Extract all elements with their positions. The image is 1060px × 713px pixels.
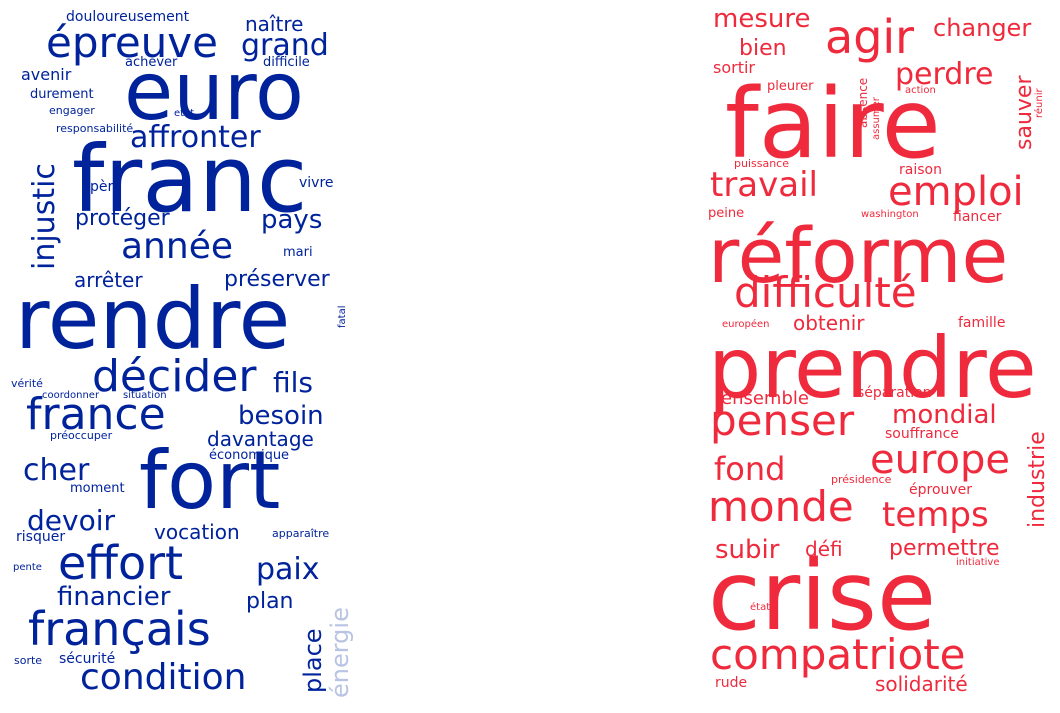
word-naitre: naître	[245, 12, 304, 36]
word-mari: mari	[283, 245, 313, 260]
word-difficulte: difficulté	[734, 268, 917, 317]
word-bien: bien	[739, 36, 787, 61]
word-peine: peine	[708, 206, 745, 221]
word-mesure: mesure	[713, 4, 811, 34]
word-fort: fort	[139, 434, 281, 527]
word-sortir: sortir	[713, 58, 755, 77]
word-defi: défi	[805, 537, 843, 561]
word-franc: franc	[72, 126, 308, 233]
word-permettre: permettre	[889, 536, 1000, 561]
word-washington: washington	[861, 209, 919, 220]
word-cher: cher	[23, 453, 90, 488]
word-industrie: industrie	[1025, 431, 1050, 528]
word-securite: sécurité	[59, 651, 116, 667]
word-mondial: mondial	[892, 400, 997, 430]
word-francais: français	[28, 602, 211, 656]
word-injustic: injustic	[27, 163, 62, 270]
word-avenir: avenir	[21, 65, 72, 84]
word-risquer: risquer	[16, 529, 66, 545]
word-grand: grand	[241, 28, 329, 63]
word-epreuve: épreuve	[46, 18, 218, 67]
word-raison: raison	[899, 162, 942, 178]
word-obtenir: obtenir	[793, 311, 865, 335]
word-agir: agir	[825, 10, 915, 64]
word-durement: durement	[30, 87, 94, 102]
word-compatriote: compatriote	[710, 630, 966, 679]
word-euro: euro	[124, 45, 304, 138]
word-perdre: perdre	[895, 57, 994, 92]
word-eprouver: éprouver	[909, 482, 973, 498]
word-rendre: rendre	[15, 270, 291, 368]
word-preoccuper: préoccuper	[50, 429, 113, 442]
word-europe: europe	[870, 437, 1010, 483]
word-devoir: devoir	[27, 504, 115, 537]
word-responsabilite: responsabilité	[56, 122, 134, 135]
word-preserver: préserver	[224, 267, 330, 292]
word-besoin: besoin	[238, 401, 324, 431]
word-temps: temps	[882, 495, 989, 535]
word-changer: changer	[933, 14, 1032, 42]
word-financier: financier	[57, 582, 171, 612]
word-coordonner: coordonner	[42, 390, 100, 401]
word-europeen: européen	[722, 319, 770, 330]
word-separation: séparation	[857, 385, 932, 401]
word-paix: paix	[256, 552, 320, 587]
word-cloud-right: mesure agir changer bien sortir perdre pleurer…	[705, 0, 1050, 713]
word-etat: état	[750, 602, 771, 613]
word-france: france	[26, 389, 166, 440]
word-per: pèr	[90, 179, 114, 195]
word-pleurer: pleurer	[767, 79, 814, 94]
word-proteger: protéger	[75, 206, 170, 231]
word-faire: faire	[725, 68, 941, 180]
word-affronter: affronter	[130, 120, 261, 155]
word-achever: achever	[125, 55, 178, 70]
word-crise: crise	[708, 540, 936, 652]
word-fond: fond	[714, 450, 786, 488]
word-souffrance: souffrance	[885, 426, 959, 442]
word-situation: situation	[123, 390, 167, 401]
word-monde: monde	[708, 482, 854, 531]
word-emploi: emploi	[888, 169, 1024, 215]
word-arreter: arrêter	[74, 268, 143, 292]
word-cloud-left: douloureusement naître épreuve grand euro ach…	[8, 0, 380, 713]
word-rude: rude	[715, 675, 748, 691]
word-puissance: puissance	[734, 157, 789, 170]
word-action: action	[905, 85, 936, 96]
word-solidarite: solidarité	[875, 672, 968, 696]
word-douloureusement: douloureusement	[66, 9, 190, 25]
word-vivre: vivre	[299, 175, 334, 191]
word-fatal: fatal	[337, 305, 348, 328]
word-etat: etat	[174, 108, 195, 119]
word-travail: travail	[710, 165, 818, 205]
word-plan: plan	[246, 589, 294, 614]
word-engager: engager	[49, 104, 95, 117]
word-initiative: initiative	[956, 557, 1000, 568]
word-apparaitre: apparaître	[272, 527, 330, 540]
word-sauver: sauver	[1012, 75, 1037, 151]
word-vocation: vocation	[154, 520, 240, 544]
word-annee: année	[121, 226, 233, 267]
word-condition: condition	[80, 657, 247, 698]
word-ensemble: ensemble	[721, 388, 809, 409]
word-davantage: davantage	[207, 427, 314, 451]
word-pays: pays	[261, 205, 323, 235]
word-economique: économique	[209, 448, 290, 463]
word-decider: décider	[92, 351, 257, 402]
word-famille: famille	[958, 315, 1006, 331]
word-place: place	[299, 628, 327, 693]
word-effort: effort	[58, 536, 184, 590]
word-fiancer: fiancer	[953, 209, 1002, 225]
word-energie: énergie	[326, 607, 354, 698]
word-verite: vérité	[11, 377, 43, 390]
word-sorte: sorte	[14, 654, 43, 667]
word-reforme: réforme	[708, 211, 1009, 300]
word-difficile: difficile	[263, 55, 310, 70]
word-penser: penser	[710, 396, 855, 445]
word-moment: moment	[70, 481, 125, 496]
word-prendre: prendre	[708, 319, 1037, 417]
word-fils: fils	[273, 366, 314, 399]
word-presidence: présidence	[831, 473, 892, 486]
word-pente: pente	[13, 562, 42, 573]
word-subir: subir	[715, 535, 780, 565]
